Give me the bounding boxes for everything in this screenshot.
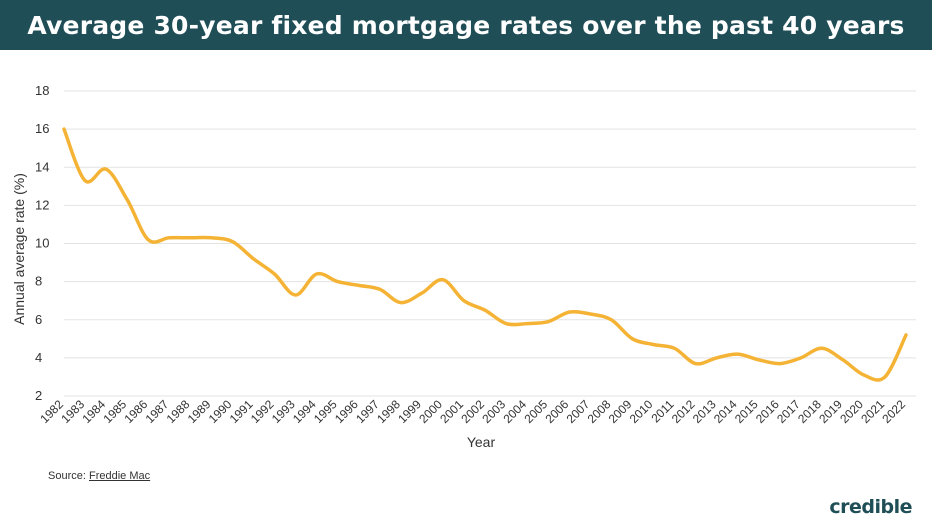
source-note: Source: Freddie Mac bbox=[48, 470, 150, 482]
y-tick-label: 12 bbox=[35, 197, 49, 212]
chart-title: Average 30-year fixed mortgage rates ove… bbox=[27, 10, 905, 40]
x-axis-label: Year bbox=[467, 434, 496, 450]
y-tick-label: 8 bbox=[35, 274, 42, 289]
y-tick-label: 16 bbox=[35, 121, 49, 136]
y-tick-label: 18 bbox=[35, 83, 49, 98]
y-tick-label: 10 bbox=[35, 236, 49, 251]
y-axis-label: Annual average rate (%) bbox=[11, 173, 27, 325]
y-tick-label: 4 bbox=[35, 350, 42, 365]
series-line bbox=[62, 127, 908, 382]
y-tick-label: 14 bbox=[35, 159, 49, 174]
y-tick-label: 2 bbox=[35, 388, 42, 403]
source-link[interactable]: Freddie Mac bbox=[88, 470, 151, 482]
x-tick-label: 2022 bbox=[879, 397, 908, 426]
source-label: Source: bbox=[48, 470, 86, 482]
chart-title-bar: Average 30-year fixed mortgage rates ove… bbox=[0, 0, 932, 50]
credible-logo: credible bbox=[829, 496, 912, 518]
y-tick-label: 6 bbox=[35, 312, 42, 327]
line-chart: 2468101214161819821983198419851986198719… bbox=[11, 83, 916, 450]
